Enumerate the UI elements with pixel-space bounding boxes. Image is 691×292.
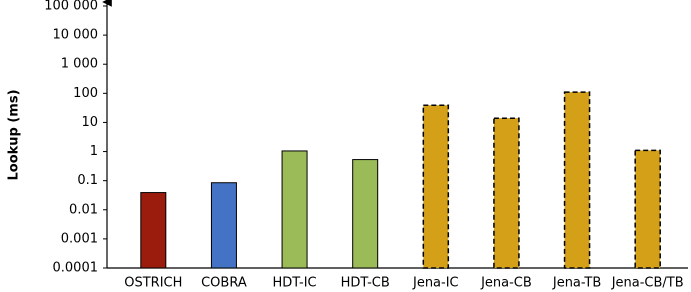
bar [281,150,308,269]
y-tick-label: 0.0001 [53,261,99,276]
bar [422,104,450,269]
x-tick-label: Jena-TB [552,276,601,291]
y-tick-label: 0.1 [77,173,98,188]
x-tick-label: HDT-IC [272,276,316,291]
y-tick-label: 0.01 [69,202,98,217]
y-axis-label: Lookup (ms) [7,89,22,180]
bar [352,159,379,269]
x-tick-label: HDT-CB [341,276,390,291]
y-tick-label: 1 [90,144,98,159]
bar [210,182,237,269]
y-tick-label: 10 000 [53,28,99,43]
y-tick-label: 100 [73,86,98,101]
x-tick-label: Jena-IC [412,276,459,291]
x-tick-label: COBRA [201,276,247,291]
bar [563,91,591,269]
y-tick-label: 1 000 [61,57,98,72]
y-tick-label: 10 [81,115,98,130]
bar [493,117,520,269]
bar [140,192,167,269]
bar [634,149,661,269]
x-tick-label: Jena-CB/TB [611,276,684,291]
x-tick-label: Jena-CB [480,276,532,291]
x-tick-label: OSTRICH [124,276,182,291]
y-tick-label: 0.001 [61,231,98,246]
y-tick-label: 100 000 [44,0,98,14]
